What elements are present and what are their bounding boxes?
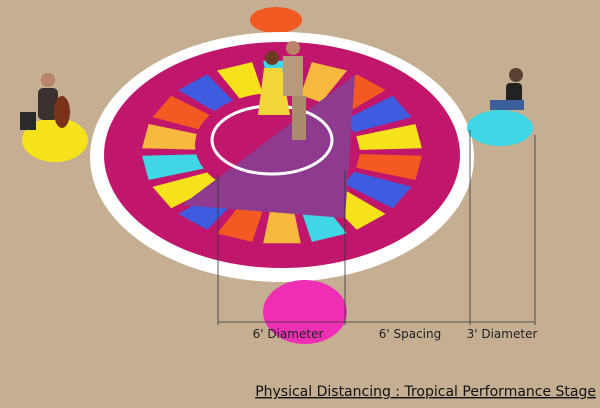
dimension-label: 6' Diameter [253, 327, 324, 341]
page: 6' Diameter 6' Spacing 3' Diameter Physi… [0, 0, 600, 408]
stage-diagram: 6' Diameter 6' Spacing 3' Diameter Physi… [0, 0, 600, 408]
right-spot [467, 110, 533, 146]
dimension-label: 6' Spacing [379, 327, 442, 341]
dimension-label: 3' Diameter [467, 327, 538, 341]
caption: Physical Distancing : Tropical Performan… [255, 384, 596, 400]
top-spot [250, 7, 302, 33]
